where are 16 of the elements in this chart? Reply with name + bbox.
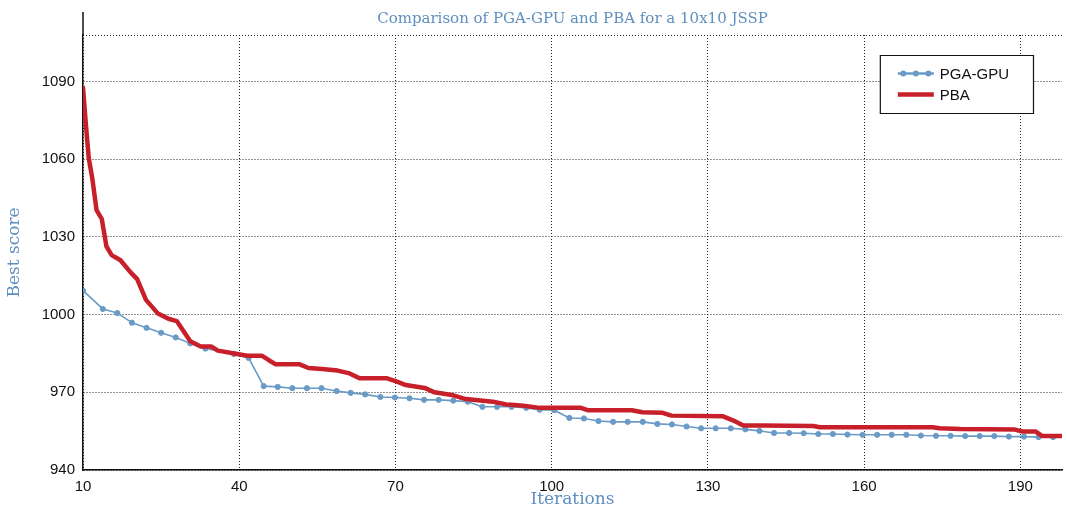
y-tick-label: 1060 (41, 149, 75, 167)
x-tick-label: 190 (1007, 477, 1033, 495)
y-tick-label: 940 (49, 460, 75, 478)
y-tick-label: 1090 (41, 71, 75, 89)
x-tick-label: 160 (851, 477, 877, 495)
x-tick-label: 70 (387, 477, 404, 495)
y-tick-label: 970 (49, 382, 75, 400)
chart-title: Comparison of PGA-GPU and PBA for a 10x10 JSSP (377, 8, 768, 27)
x-tick-label: 130 (695, 477, 721, 495)
y-axis-title: Best score (2, 207, 23, 298)
x-tick-label: 10 (74, 477, 92, 495)
x-tick-label: 40 (230, 477, 248, 495)
legend-label: PGA-GPU (939, 64, 1010, 82)
y-tick-label: 1000 (41, 304, 75, 322)
y-tick-label: 1030 (41, 227, 75, 245)
legend-label: PBA (939, 85, 970, 103)
